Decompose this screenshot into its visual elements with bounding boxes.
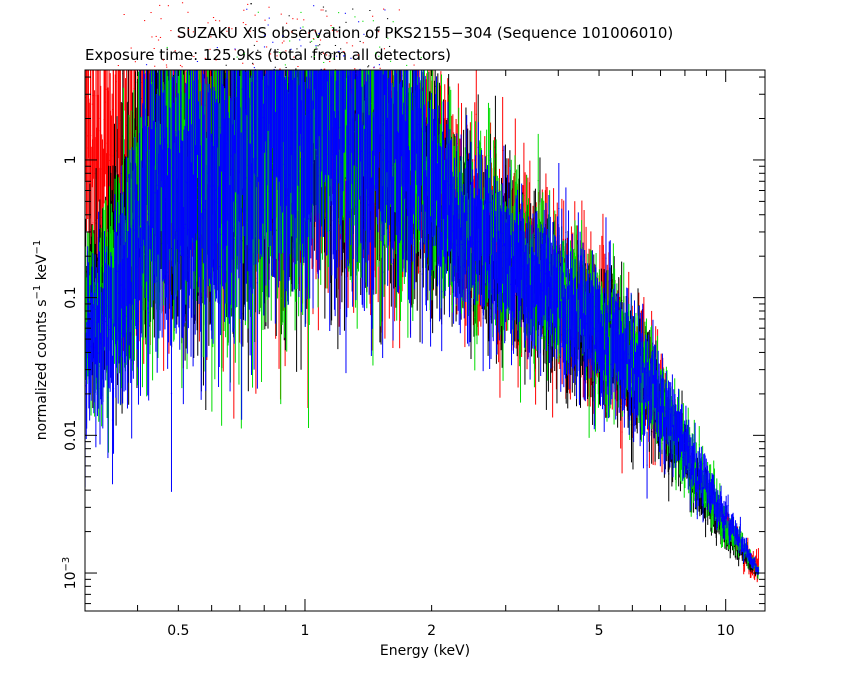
data-points	[84, 2, 760, 583]
chart-subtitle: Exposure time: 125.9ks (total from all d…	[85, 46, 451, 64]
chart-title: SUZAKU XIS observation of PKS2155−304 (S…	[177, 24, 674, 42]
